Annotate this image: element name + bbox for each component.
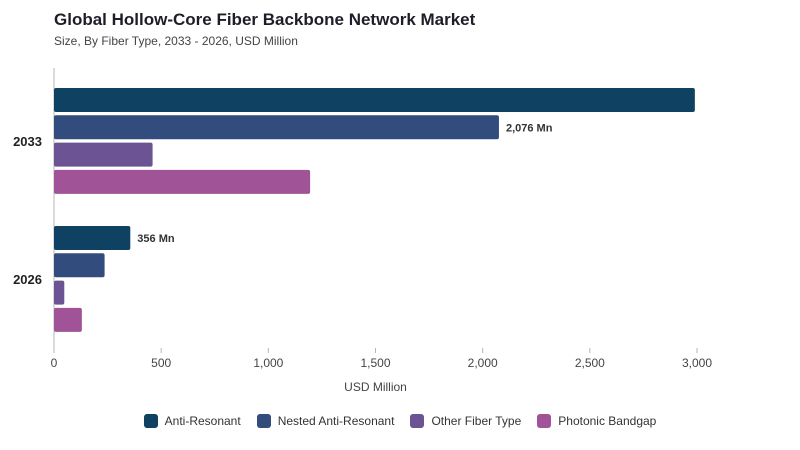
bar-2033-nested-anti-resonant [54, 115, 499, 140]
legend-swatch [410, 414, 425, 428]
bar-2033-photonic-bandgap [54, 169, 311, 194]
bar-2033-other-fiber-type [54, 142, 153, 167]
legend-label: Photonic Bandgap [558, 414, 657, 428]
category-label-2033: 2033 [13, 134, 42, 149]
legend-label: Nested Anti-Resonant [277, 414, 395, 428]
legend-item: Anti-Resonant [143, 414, 241, 428]
legend-swatch [143, 414, 158, 428]
chart-title: Global Hollow-Core Fiber Backbone Networ… [54, 10, 476, 29]
chart-subtitle: Size, By Fiber Type, 2033 - 2026, USD Mi… [54, 34, 298, 48]
data-label: 356 Mn [137, 233, 175, 245]
legend-item: Other Fiber Type [410, 414, 521, 428]
legend-label: Anti-Resonant [164, 414, 241, 428]
x-tick-label: 2,000 [468, 356, 498, 370]
x-tick-label: 1,000 [253, 356, 283, 370]
legend-swatch [256, 414, 271, 428]
bar-2026-nested-anti-resonant [54, 253, 105, 278]
bar-2033-anti-resonant [54, 88, 695, 112]
category-label-2026: 2026 [13, 272, 42, 287]
legend-swatch [537, 414, 552, 428]
x-tick-label: 1,500 [360, 356, 390, 370]
bar-2026-photonic-bandgap [54, 307, 82, 332]
x-axis-label: USD Million [344, 380, 407, 394]
legend-item: Nested Anti-Resonant [256, 414, 395, 428]
x-tick-label: 2,500 [575, 356, 605, 370]
bar-2026-other-fiber-type [54, 280, 65, 305]
x-tick-label: 3,000 [682, 356, 712, 370]
legend-label: Other Fiber Type [431, 414, 522, 428]
x-tick-label: 500 [151, 356, 171, 370]
data-label: 2,076 Mn [506, 122, 553, 134]
chart-legend: Anti-Resonant Nested Anti-Resonant Other F… [0, 414, 800, 428]
bar-chart: 0 500 1,000 1,500 2,000 2,500 3,000 USD Million… [13, 68, 712, 394]
bar-2026-anti-resonant [54, 226, 131, 250]
legend-item: Photonic Bandgap [537, 414, 656, 428]
x-tick-label: 0 [51, 356, 58, 370]
